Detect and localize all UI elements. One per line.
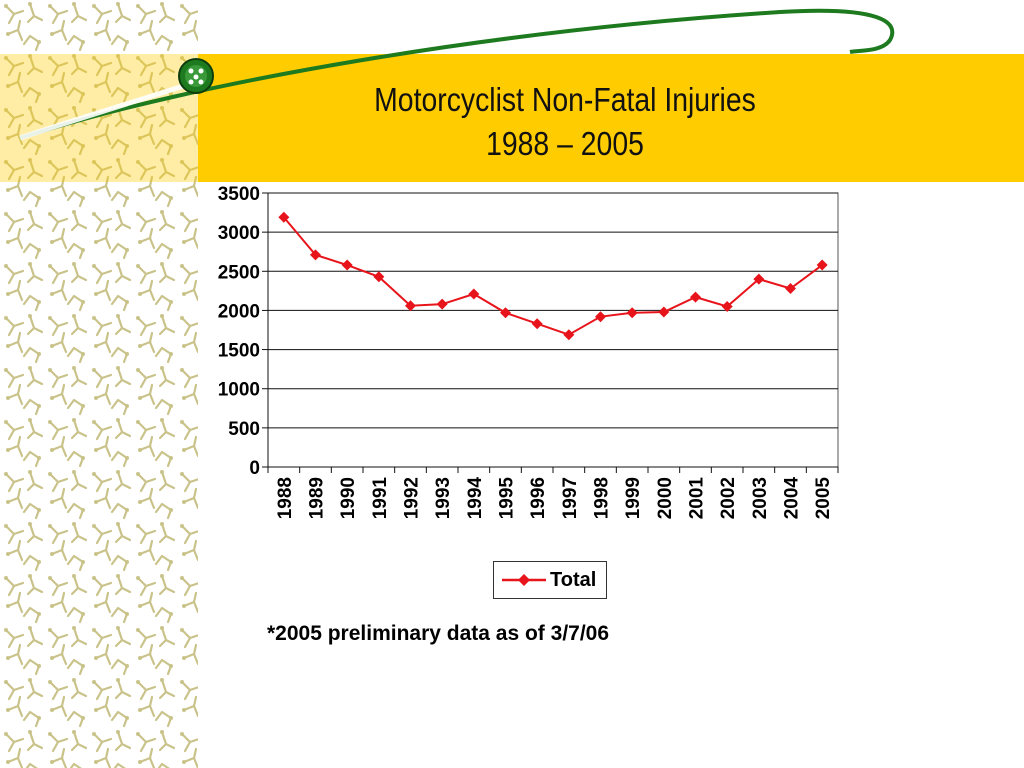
slide-title-line-2: 1988 – 2005: [486, 125, 644, 162]
data-point-1994: [468, 288, 480, 300]
chart-legend: Total: [493, 561, 607, 599]
x-tick-label-2000: 2000: [655, 477, 676, 519]
x-tick-label-1991: 1991: [370, 477, 391, 520]
x-tick-label-1989: 1989: [307, 477, 328, 519]
x-tick-label-1999: 1999: [623, 477, 644, 519]
data-point-1993: [436, 298, 448, 310]
x-tick-label-1992: 1992: [402, 477, 423, 519]
y-tick-label-3: 1500: [218, 341, 260, 362]
x-tick-label-1990: 1990: [338, 477, 359, 519]
x-tick-label-1996: 1996: [528, 477, 549, 519]
data-point-2005: [816, 259, 828, 271]
data-point-1988: [278, 211, 290, 223]
x-tick-label-1994: 1994: [465, 477, 486, 520]
data-point-1997: [563, 329, 575, 341]
legend-label-total: Total: [550, 568, 597, 591]
data-point-1992: [405, 300, 416, 312]
data-point-1989: [310, 249, 321, 261]
data-point-1998: [595, 311, 606, 323]
x-tick-label-1997: 1997: [560, 477, 581, 519]
legend-swatch-total: [502, 574, 546, 586]
x-tick-label-1993: 1993: [433, 477, 454, 519]
slide-title: Motorcyclist Non-Fatal Injuries 1988 – 2…: [337, 78, 793, 166]
data-point-2003: [753, 273, 765, 285]
x-tick-label-1998: 1998: [592, 477, 613, 519]
data-point-1991: [373, 271, 385, 283]
data-point-1995: [500, 307, 511, 319]
y-tick-label-1: 500: [228, 419, 260, 440]
data-point-1996: [531, 318, 543, 330]
x-tick-label-2004: 2004: [782, 477, 803, 520]
data-point-1990: [341, 259, 353, 271]
data-point-2001: [690, 291, 701, 303]
y-tick-label-4: 2000: [218, 301, 260, 322]
slide-title-line-1: Motorcyclist Non-Fatal Injuries: [374, 81, 756, 118]
data-point-2000: [658, 306, 670, 318]
x-tick-label-2005: 2005: [813, 477, 834, 520]
x-tick-label-2002: 2002: [718, 477, 739, 519]
y-tick-label-0: 0: [249, 458, 260, 479]
y-tick-label-5: 2500: [218, 262, 260, 283]
data-point-1999: [626, 307, 638, 319]
data-point-2002: [721, 301, 733, 313]
x-tick-label-1988: 1988: [275, 477, 296, 519]
footnote: *2005 preliminary data as of 3/7/06: [267, 622, 610, 645]
y-tick-label-6: 3000: [218, 223, 260, 244]
y-tick-label-2: 1000: [218, 380, 260, 401]
series-line-0: [283, 216, 823, 336]
x-tick-label-1995: 1995: [497, 477, 518, 520]
data-point-2004: [785, 283, 796, 295]
x-tick-label-2001: 2001: [687, 477, 708, 520]
y-tick-label-7: 3500: [218, 184, 260, 205]
x-tick-label-2003: 2003: [750, 477, 771, 519]
